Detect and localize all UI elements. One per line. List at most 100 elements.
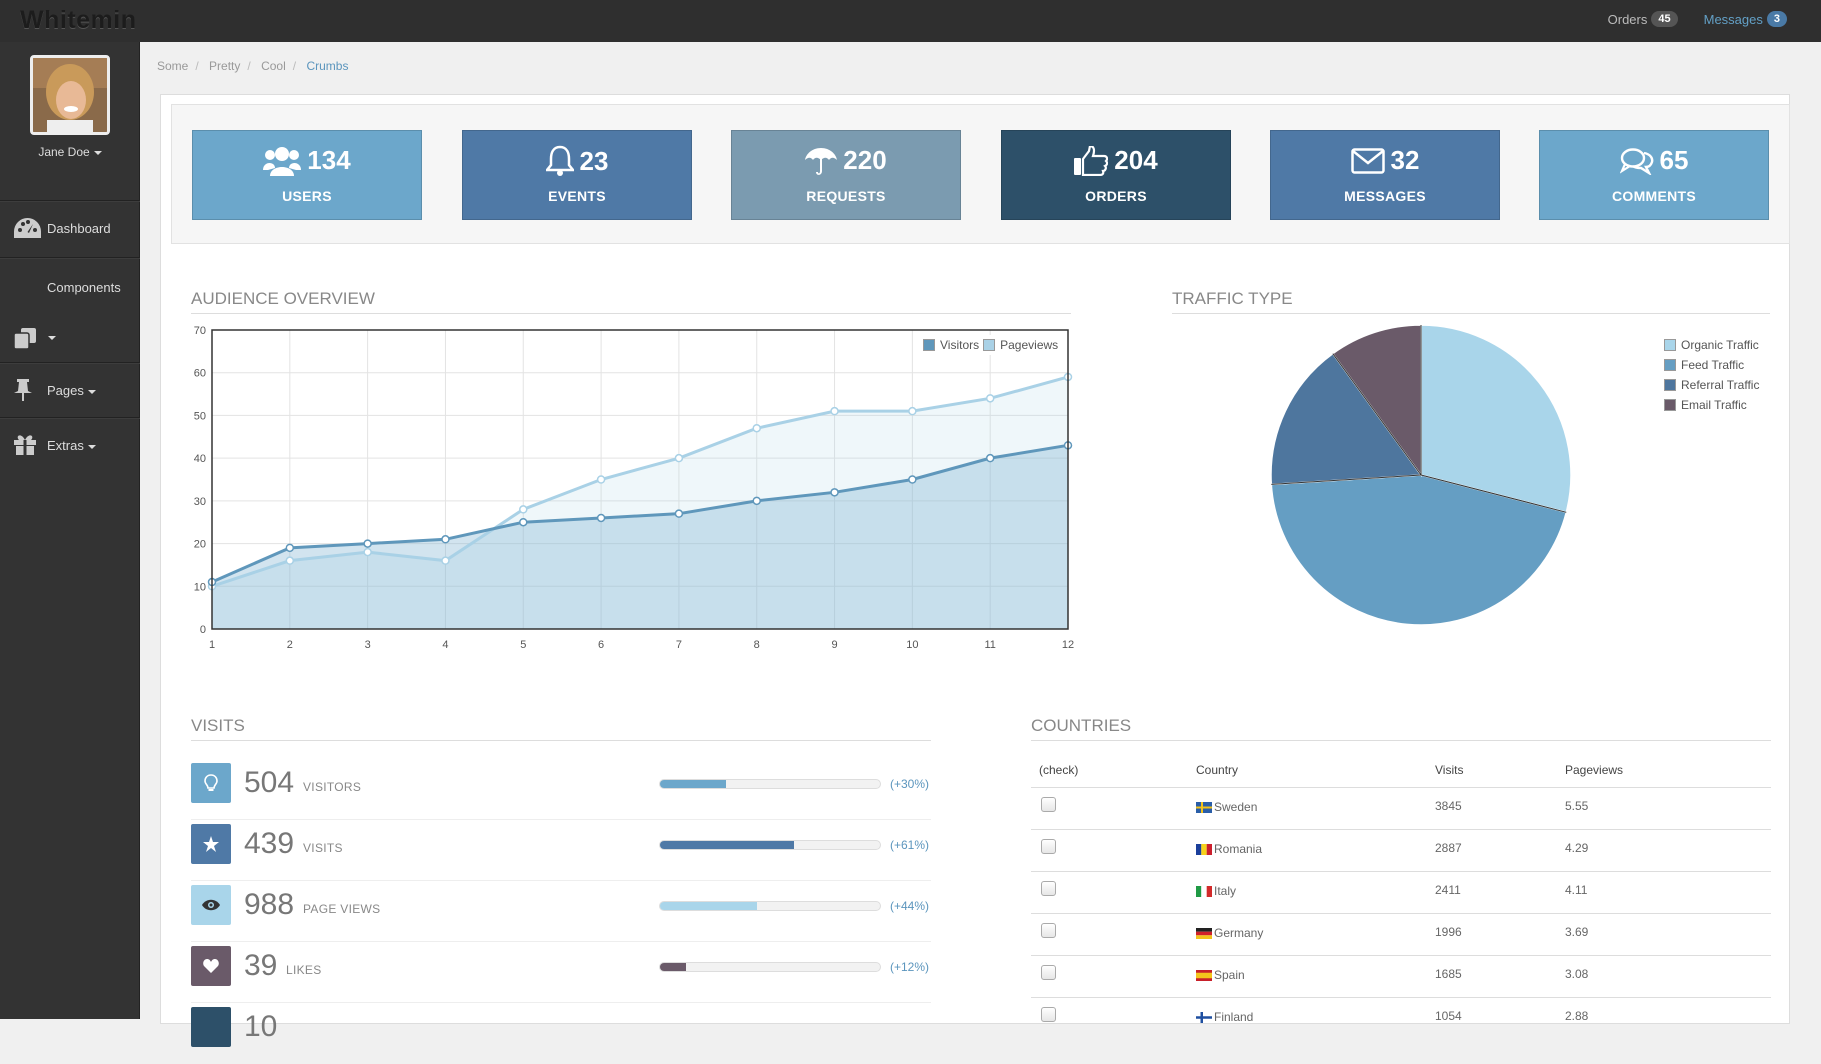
legend-item-visitors[interactable]: Visitors bbox=[923, 335, 979, 355]
table-row: Sweden 3845 5.55 bbox=[1031, 788, 1771, 830]
envelope-icon bbox=[1350, 147, 1385, 174]
table-row: Italy 2411 4.11 bbox=[1031, 872, 1771, 914]
legend-item-organic[interactable]: Organic Traffic bbox=[1664, 335, 1759, 355]
x-tick-label: 10 bbox=[906, 639, 918, 651]
pie-slice-feed-traffic bbox=[1270, 474, 1568, 626]
orders-link[interactable]: Orders 45 bbox=[1608, 11, 1678, 27]
breadcrumb: Some / Pretty / Cool / Crumbs bbox=[157, 59, 349, 73]
pie-separator bbox=[1420, 474, 1567, 513]
flag-germany-icon bbox=[1196, 928, 1212, 940]
stat-tile-users[interactable]: 134 USERS bbox=[192, 130, 422, 220]
sidebar-item-pages[interactable]: Pages bbox=[0, 362, 140, 417]
x-tick-label: 8 bbox=[754, 639, 760, 651]
table-row: Romania 2887 4.29 bbox=[1031, 830, 1771, 872]
countries-table: (check) Country Visits Pageviews Sweden … bbox=[1031, 752, 1771, 1040]
point-pageviews bbox=[985, 394, 995, 403]
user-menu[interactable]: Jane Doe bbox=[0, 145, 140, 159]
legend-label: Pageviews bbox=[1000, 338, 1059, 352]
visit-row-page-views: 988 PAGE VIEWS (+44%) bbox=[191, 882, 931, 942]
row-checkbox[interactable] bbox=[1041, 881, 1056, 896]
avatar[interactable] bbox=[30, 55, 110, 135]
country-cell: Germany bbox=[1196, 926, 1263, 940]
stat-tile-messages[interactable]: 32 MESSAGES bbox=[1270, 130, 1500, 220]
visit-change-pct: (+44%) bbox=[890, 899, 930, 913]
visit-progress-bar bbox=[659, 840, 881, 850]
row-checkbox[interactable] bbox=[1041, 839, 1056, 854]
sidebar-item-components[interactable]: Components bbox=[0, 257, 140, 362]
point-pageviews bbox=[674, 453, 684, 463]
visit-label: VISITS bbox=[303, 841, 343, 855]
pie-slice-email-traffic bbox=[1331, 324, 1422, 478]
column-header-country[interactable]: Country bbox=[1196, 763, 1239, 777]
point-pageviews bbox=[441, 556, 450, 565]
top-navbar: Whitemin Orders 45 Messages 3 bbox=[0, 0, 1821, 42]
breadcrumb-item[interactable]: Some bbox=[157, 59, 189, 73]
visits-title: VISITS bbox=[191, 716, 931, 741]
pageviews-cell: 4.29 bbox=[1565, 841, 1589, 855]
flag-italy-icon bbox=[1196, 886, 1212, 898]
point-visitors bbox=[752, 496, 761, 506]
stat-tile-orders[interactable]: 204 ORDERS bbox=[1001, 130, 1231, 220]
column-header-visits[interactable]: Visits bbox=[1435, 763, 1464, 777]
y-tick-label: 10 bbox=[194, 581, 206, 593]
stat-tile-comments[interactable]: 65 COMMENTS bbox=[1539, 130, 1769, 220]
pie-slice-organic-traffic bbox=[1420, 324, 1572, 514]
chevron-down-icon bbox=[87, 389, 96, 394]
point-pageviews bbox=[519, 505, 528, 514]
visit-value: 988 bbox=[244, 888, 295, 921]
point-pageviews bbox=[285, 556, 295, 565]
pie-separator bbox=[1332, 353, 1422, 476]
chevron-down-icon bbox=[87, 444, 96, 449]
breadcrumb-item[interactable]: Cool bbox=[261, 59, 286, 73]
legend-item-feed[interactable]: Feed Traffic bbox=[1664, 355, 1759, 375]
visit-change-pct: (+12%) bbox=[890, 960, 930, 974]
stats-bar bbox=[171, 104, 1790, 244]
column-header-pageviews[interactable]: Pageviews bbox=[1565, 763, 1624, 777]
visits-cell: 1996 bbox=[1435, 925, 1462, 939]
sidebar-item-label: Dashboard bbox=[47, 221, 111, 236]
app-logo[interactable]: Whitemin bbox=[20, 6, 137, 34]
breadcrumb-item[interactable]: Pretty bbox=[209, 59, 241, 73]
stat-tile-events[interactable]: 23 EVENTS bbox=[462, 130, 692, 220]
stat-tile-requests[interactable]: 220 REQUESTS bbox=[731, 130, 961, 220]
visit-progress-fill bbox=[660, 780, 726, 788]
line-visitors bbox=[211, 443, 1069, 584]
comments-icon bbox=[1619, 147, 1653, 175]
sidebar-item-dashboard[interactable]: Dashboard bbox=[0, 200, 140, 257]
legend-item-email[interactable]: Email Traffic bbox=[1664, 395, 1759, 415]
visit-progress-bar bbox=[659, 901, 881, 911]
stat-value: 204 bbox=[1114, 145, 1158, 175]
row-checkbox[interactable] bbox=[1041, 1007, 1056, 1022]
chart-frame bbox=[211, 329, 1069, 630]
y-tick-label: 30 bbox=[194, 496, 206, 508]
user-name: Jane Doe bbox=[38, 145, 90, 159]
legend-item-referral[interactable]: Referral Traffic bbox=[1664, 375, 1759, 395]
visit-value: 10 bbox=[244, 1010, 278, 1043]
row-checkbox[interactable] bbox=[1041, 797, 1056, 812]
table-header: (check) Country Visits Pageviews bbox=[1031, 752, 1771, 788]
y-tick-label: 60 bbox=[194, 368, 206, 380]
legend-label: Visitors bbox=[940, 338, 980, 352]
pageviews-cell: 2.88 bbox=[1565, 1009, 1589, 1023]
sidebar-item-label: Extras bbox=[47, 438, 96, 453]
dashboard-gauge-icon bbox=[14, 218, 41, 238]
row-checkbox[interactable] bbox=[1041, 965, 1056, 980]
point-visitors bbox=[363, 539, 372, 548]
x-tick-label: 2 bbox=[287, 639, 293, 651]
y-tick-label: 70 bbox=[194, 325, 206, 337]
legend-label: Email Traffic bbox=[1681, 398, 1747, 412]
point-pageviews bbox=[908, 406, 917, 416]
area-visitors bbox=[212, 445, 1068, 629]
x-tick-label: 3 bbox=[365, 639, 371, 651]
visit-progress-bar bbox=[659, 962, 881, 972]
sidebar-item-extras[interactable]: Extras bbox=[0, 417, 140, 472]
row-checkbox[interactable] bbox=[1041, 923, 1056, 938]
x-tick-label: 12 bbox=[1062, 639, 1074, 651]
lightbulb-icon bbox=[191, 763, 231, 803]
y-tick-label: 40 bbox=[194, 453, 206, 465]
point-visitors bbox=[596, 513, 606, 523]
messages-link[interactable]: Messages 3 bbox=[1704, 11, 1787, 27]
legend-item-pageviews[interactable]: Pageviews bbox=[983, 335, 1058, 355]
visit-value: 504 bbox=[244, 766, 295, 799]
x-tick-label: 5 bbox=[520, 639, 526, 651]
